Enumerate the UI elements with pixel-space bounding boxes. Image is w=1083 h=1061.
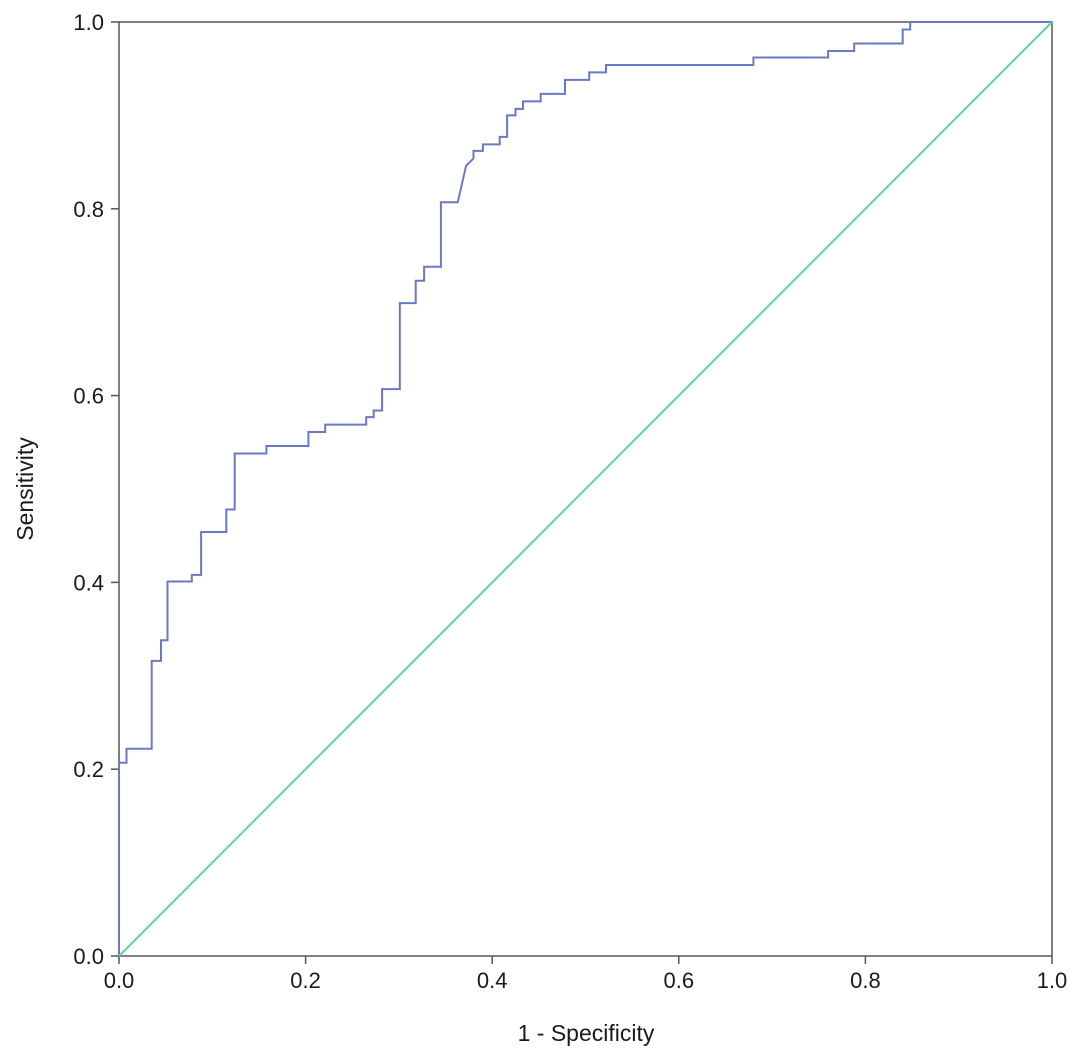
axis-ticks: 0.0 0.2 0.4 0.6 0.8 1.0 0.0 0.2 0.4 0.6 0.8 1.0: [73, 10, 1067, 993]
y-axis-title: Sensitivity: [12, 437, 38, 541]
x-tick-label: 0.2: [290, 968, 321, 993]
y-tick-label: 0.6: [73, 384, 104, 409]
x-tick-label: 0.0: [104, 968, 135, 993]
y-tick-label: 0.2: [73, 757, 104, 782]
y-tick-label: 0.4: [73, 570, 104, 595]
y-tick-label: 0.8: [73, 197, 104, 222]
x-tick-label: 0.4: [477, 968, 508, 993]
x-axis-title: 1 - Specificity: [518, 1020, 655, 1046]
y-tick-label: 1.0: [73, 10, 104, 35]
roc-curve-line: [118, 21, 1052, 956]
series-group: [118, 21, 1053, 957]
x-tick-label: 0.8: [850, 968, 881, 993]
x-tick-label: 0.6: [664, 968, 695, 993]
y-tick-label: 0.0: [73, 944, 104, 969]
x-tick-label: 1.0: [1037, 968, 1068, 993]
plot-frame: [118, 21, 1053, 957]
reference-diagonal-line: [118, 21, 1053, 957]
